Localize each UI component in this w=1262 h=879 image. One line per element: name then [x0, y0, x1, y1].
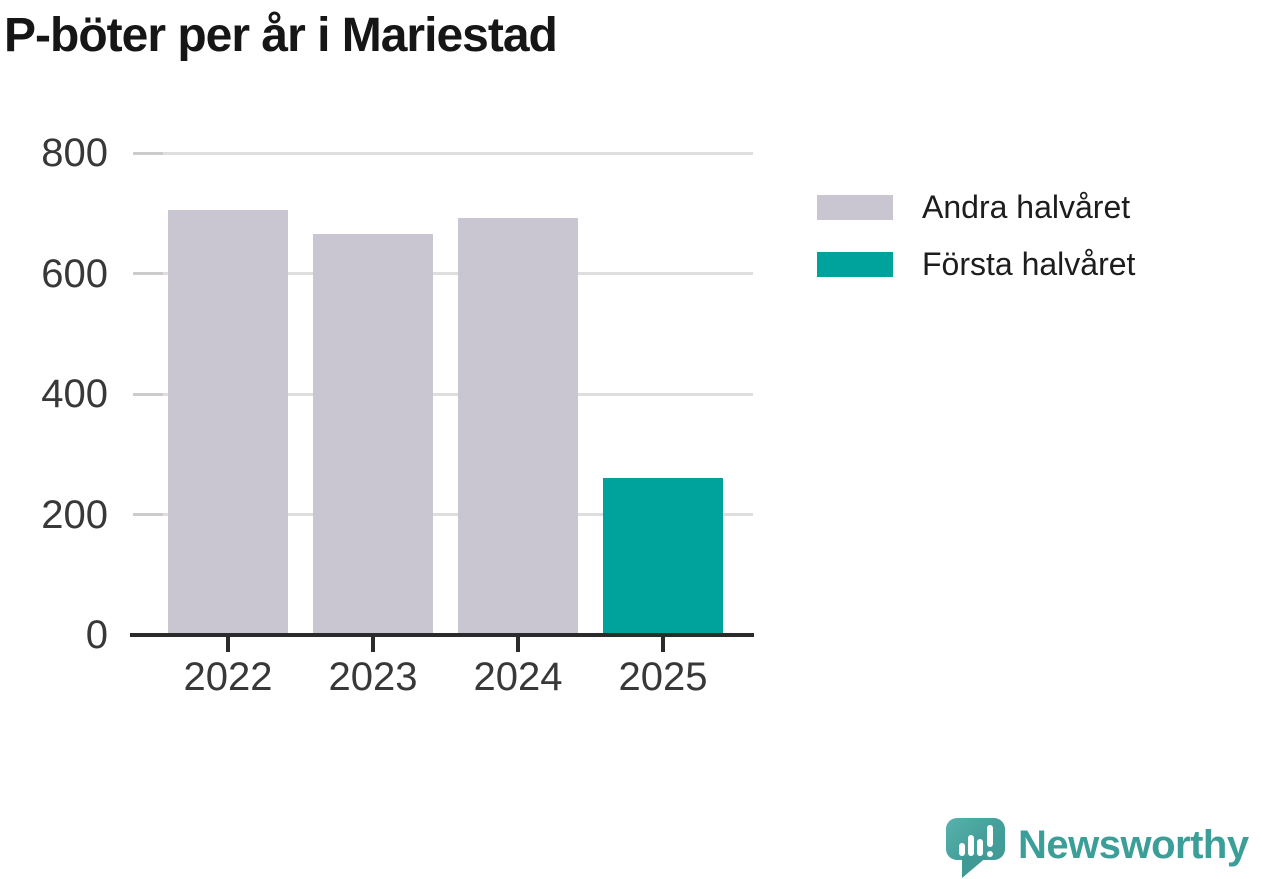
bar-2022-andra-halv-ret [168, 210, 288, 634]
x-axis-label-2023: 2023 [328, 655, 418, 699]
y-axis-label-800: 800 [41, 131, 108, 175]
gridline-400 [133, 392, 753, 396]
y-axis-tick-400 [133, 392, 163, 396]
bar-2024-andra-halv-ret [458, 218, 578, 634]
y-axis-label-0: 0 [85, 613, 108, 657]
legend-swatch-forsta [817, 252, 893, 277]
gridline-200 [133, 513, 753, 516]
y-axis-tick-800 [133, 151, 163, 155]
chart-title: P-böter per år i Mariestad [4, 9, 558, 62]
legend-label-andra: Andra halvåret [922, 189, 1131, 225]
speech-bubble-shape [946, 818, 1005, 860]
legend-row-forsta: Första halvåret [817, 247, 1217, 282]
y-axis-label-600: 600 [41, 251, 108, 296]
speech-bubble-tail [962, 856, 988, 878]
bar-2025-f-rsta-halv-ret [603, 478, 723, 634]
x-axis-tick-2025 [661, 637, 665, 652]
logo-exclamation-icon [987, 825, 993, 847]
legend-swatch-andra [817, 195, 893, 220]
x-axis-label-2025: 2025 [618, 655, 708, 699]
x-axis-tick-2024 [516, 637, 520, 652]
legend-label-forsta: Första halvåret [922, 246, 1136, 282]
y-axis-tick-200 [133, 513, 163, 516]
x-axis-tick-2022 [226, 637, 230, 652]
logo-chart-bar-icon [968, 835, 974, 856]
bar-2023-andra-halv-ret [313, 233, 433, 634]
logo-exclamation-dot-icon [987, 851, 993, 857]
x-axis-label-2024: 2024 [473, 655, 563, 699]
gridline-600 [133, 272, 753, 275]
y-axis-tick-600 [133, 272, 163, 275]
chart-legend: Andra halvåret Första halvåret [817, 190, 1217, 304]
x-axis-line [130, 633, 754, 637]
y-axis-label-400: 400 [41, 372, 108, 416]
gridline-800 [133, 151, 753, 155]
logo-chart-bar-icon [977, 839, 983, 856]
legend-row-andra: Andra halvåret [817, 190, 1217, 225]
logo-wordmark: Newsworthy [1018, 823, 1249, 867]
newsworthy-logo-icon [946, 814, 1005, 878]
newsworthy-logo: Newsworthy [946, 814, 1249, 878]
logo-chart-bar-icon [959, 843, 965, 856]
x-axis-label-2022: 2022 [183, 655, 273, 699]
y-axis-label-200: 200 [41, 492, 108, 537]
x-axis-tick-2023 [371, 637, 375, 652]
